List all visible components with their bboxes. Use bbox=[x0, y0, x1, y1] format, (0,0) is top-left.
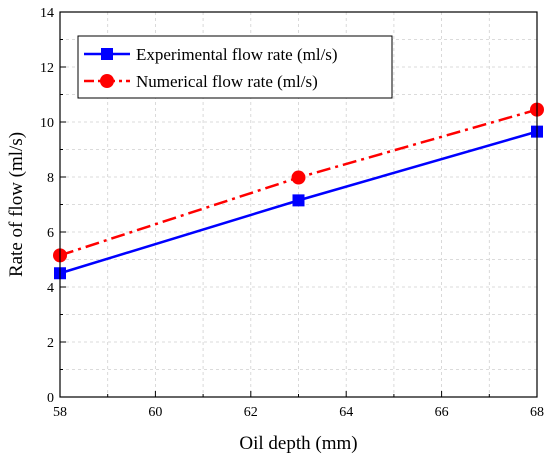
legend-label: Numerical flow rate (ml/s) bbox=[136, 72, 318, 91]
x-tick-label: 62 bbox=[244, 405, 258, 420]
series-1 bbox=[54, 125, 543, 280]
x-tick-label: 66 bbox=[435, 405, 449, 420]
y-tick-label: 8 bbox=[47, 171, 54, 186]
data-point bbox=[292, 194, 305, 207]
legend-box bbox=[77, 35, 393, 99]
x-axis-title: Oil depth (mm) bbox=[239, 433, 357, 454]
y-tick-label: 12 bbox=[40, 61, 54, 76]
legend: Experimental flow rate (ml/s) Numerical f… bbox=[77, 35, 393, 99]
legend-marker bbox=[101, 48, 113, 60]
legend-marker bbox=[100, 74, 114, 88]
y-tick-label: 2 bbox=[47, 336, 54, 351]
series-lines bbox=[53, 102, 544, 280]
y-tick-label: 6 bbox=[47, 226, 54, 241]
y-axis-title: Rate of flow (ml/s) bbox=[6, 132, 27, 277]
y-tick-label: 4 bbox=[47, 281, 54, 296]
legend-item: Numerical flow rate (ml/s) bbox=[84, 72, 318, 91]
legend-item: Experimental flow rate (ml/s) bbox=[84, 45, 338, 64]
y-tick-label: 10 bbox=[40, 116, 54, 131]
plot-frame bbox=[59, 11, 538, 398]
y-tick-label: 0 bbox=[47, 391, 54, 406]
y-tick-label: 14 bbox=[40, 6, 54, 21]
x-tick-label: 64 bbox=[339, 405, 353, 420]
x-tick-label: 60 bbox=[148, 405, 162, 420]
data-point bbox=[291, 170, 306, 185]
x-tick-label: 68 bbox=[530, 405, 544, 420]
x-tick-label: 58 bbox=[53, 405, 67, 420]
legend-label: Experimental flow rate (ml/s) bbox=[136, 45, 338, 64]
